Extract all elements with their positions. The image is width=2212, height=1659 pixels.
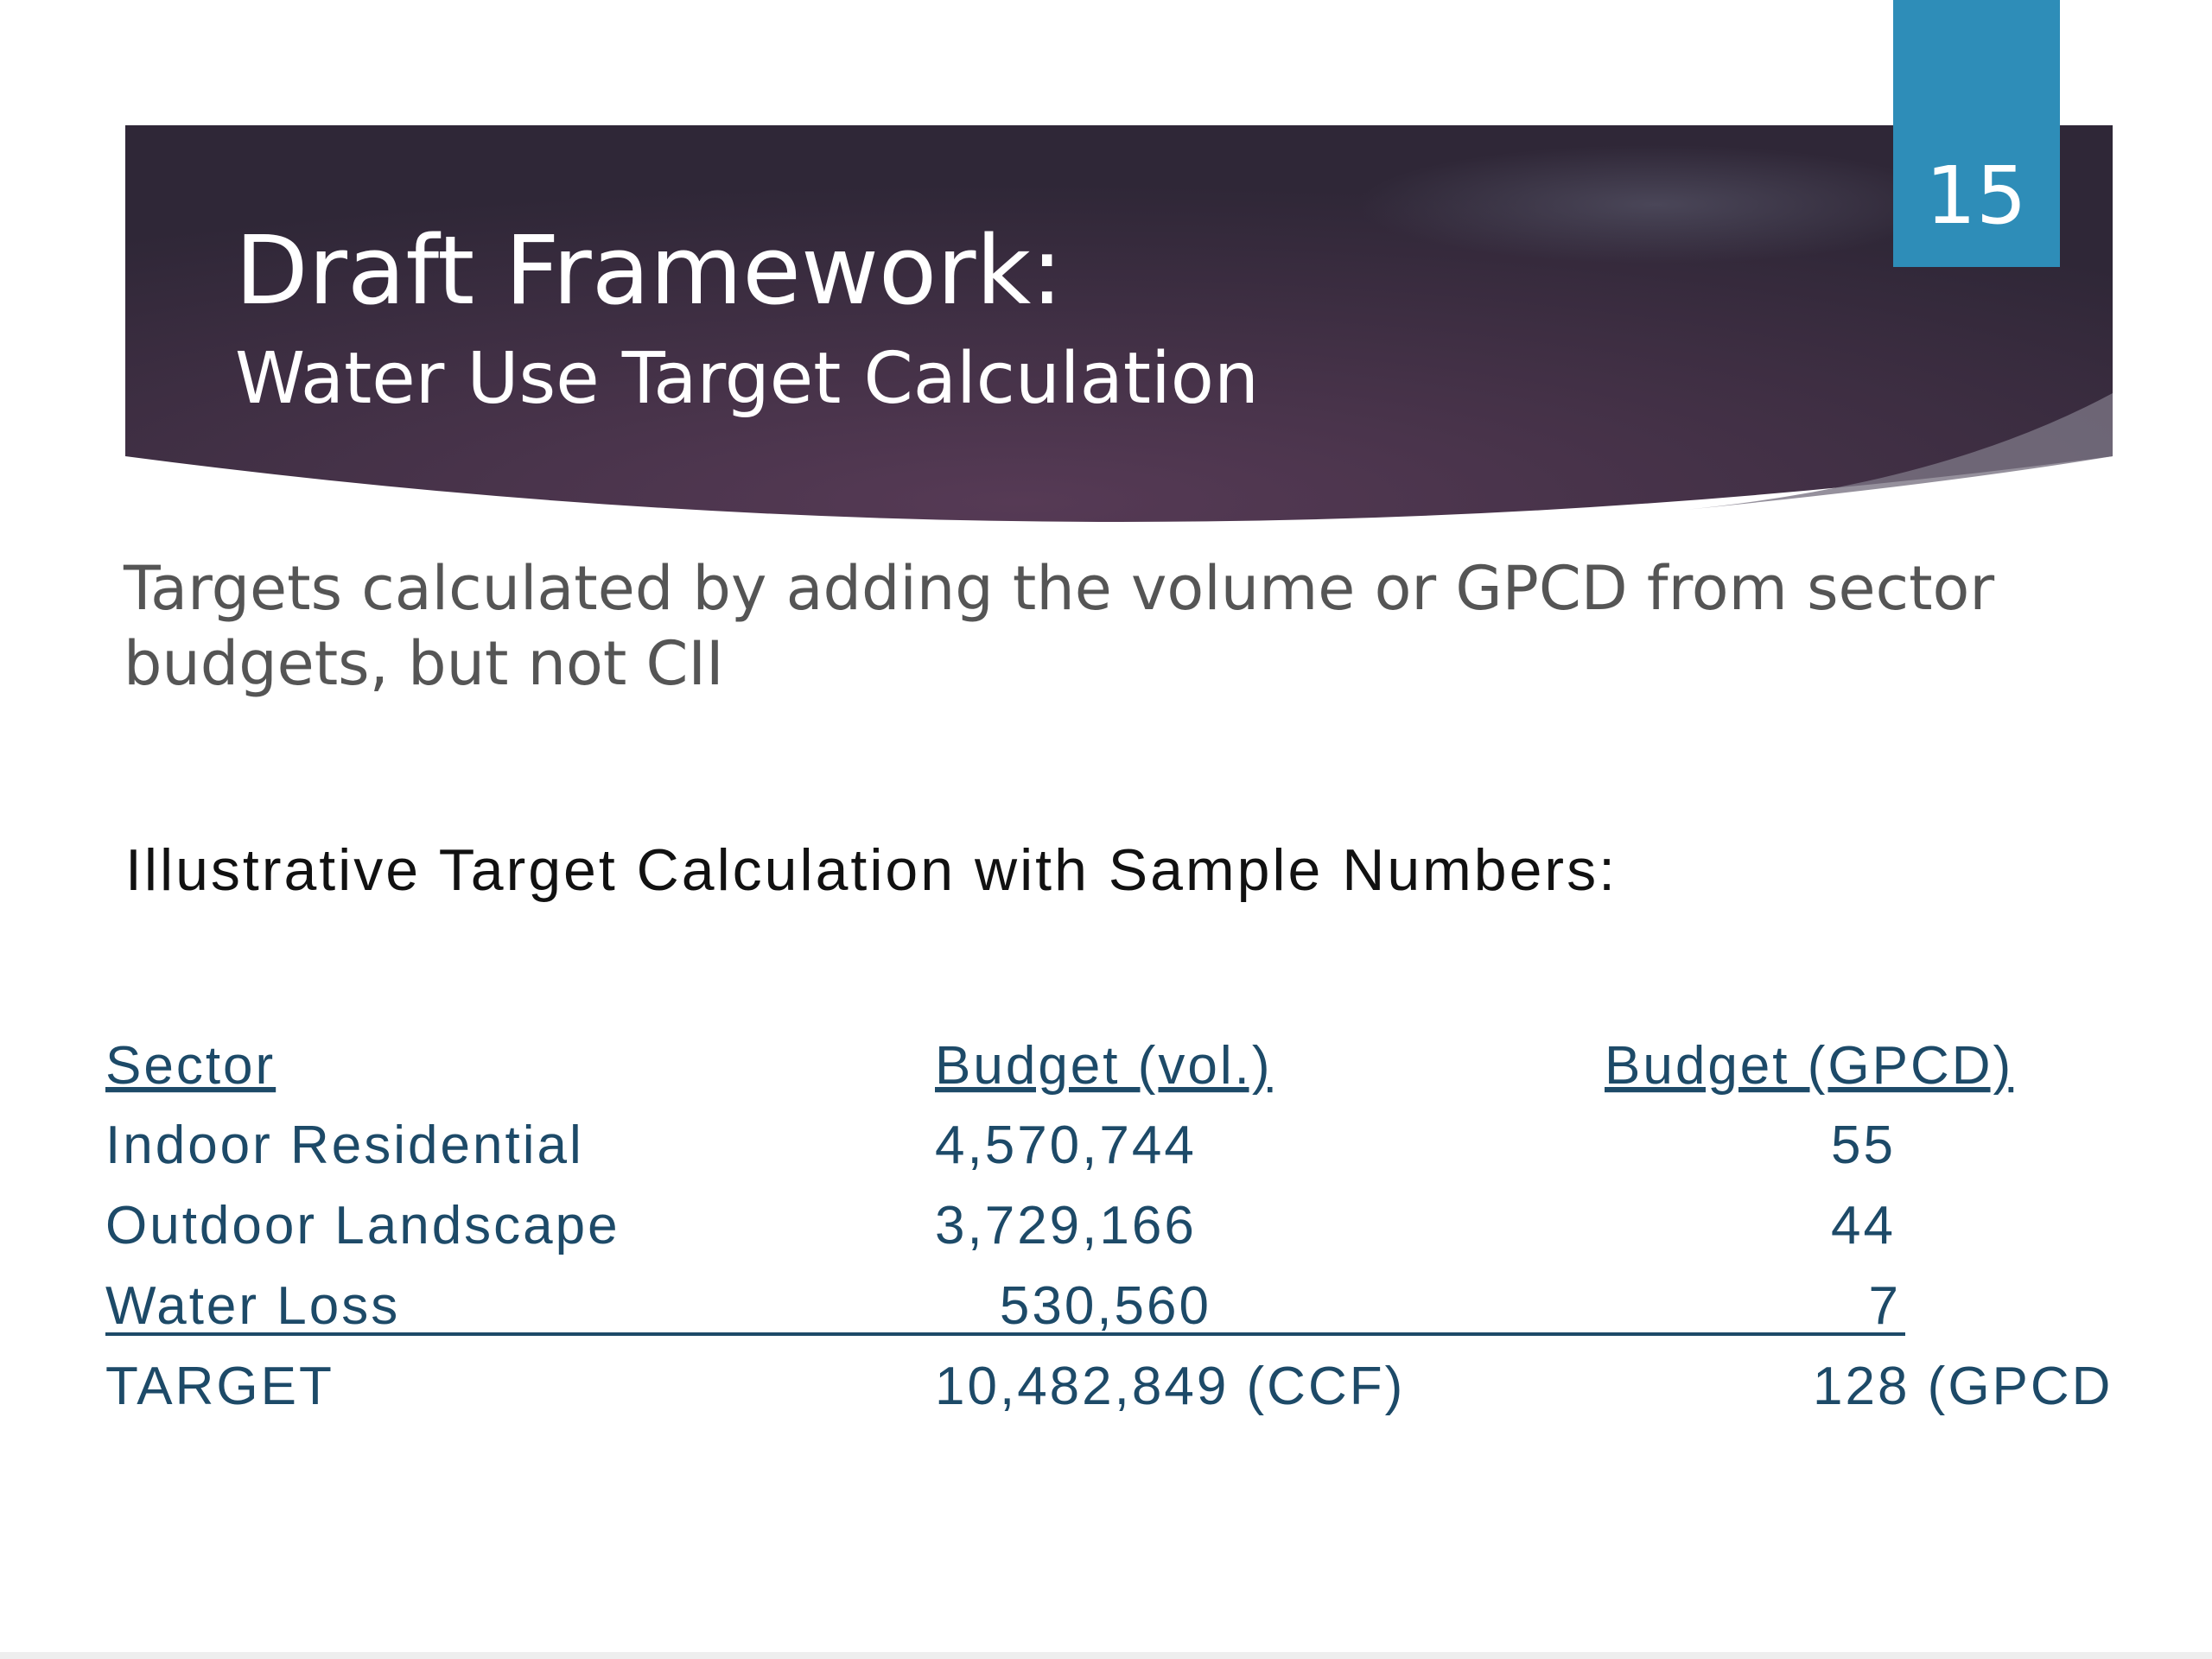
table-cell: 530,560 (1000, 1276, 1211, 1336)
table-cell: 55 (1831, 1116, 1896, 1175)
table-header: Sector (105, 1036, 276, 1096)
table-header: Budget (vol.) (935, 1036, 1273, 1096)
body-line: budgets, but not CII (124, 628, 724, 699)
bottom-edge (0, 1652, 2212, 1659)
table-cell: 4,570,744 (935, 1116, 1197, 1175)
subtitle: Water Use Target Calculation (235, 338, 1259, 420)
table-cell: 10,482,849 (CCF) (935, 1357, 1405, 1416)
table-cell: 44 (1831, 1196, 1896, 1255)
table-header: Budget (GPCD) (1605, 1036, 2013, 1096)
slide-number: 15 (1925, 149, 2026, 242)
body-line: Targets calculated by adding the volume … (123, 553, 1994, 624)
table-cell: 7 (1869, 1276, 1901, 1336)
table-heading: Illustrative Target Calculation with Sam… (125, 837, 1618, 903)
slide-number-tab (1893, 0, 2060, 267)
banner-glow (125, 125, 2113, 522)
table-cell: TARGET (105, 1357, 334, 1416)
banner-accent (1685, 393, 2113, 510)
table-cell: Water Loss (105, 1276, 400, 1336)
title: Draft Framework: (235, 215, 1063, 326)
table-cell: 128 (GPCD (1813, 1357, 2113, 1416)
table-cell: 3,729,166 (935, 1196, 1197, 1255)
table-cell: Outdoor Landscape (105, 1196, 620, 1255)
table-cell: Indoor Residential (105, 1116, 584, 1175)
